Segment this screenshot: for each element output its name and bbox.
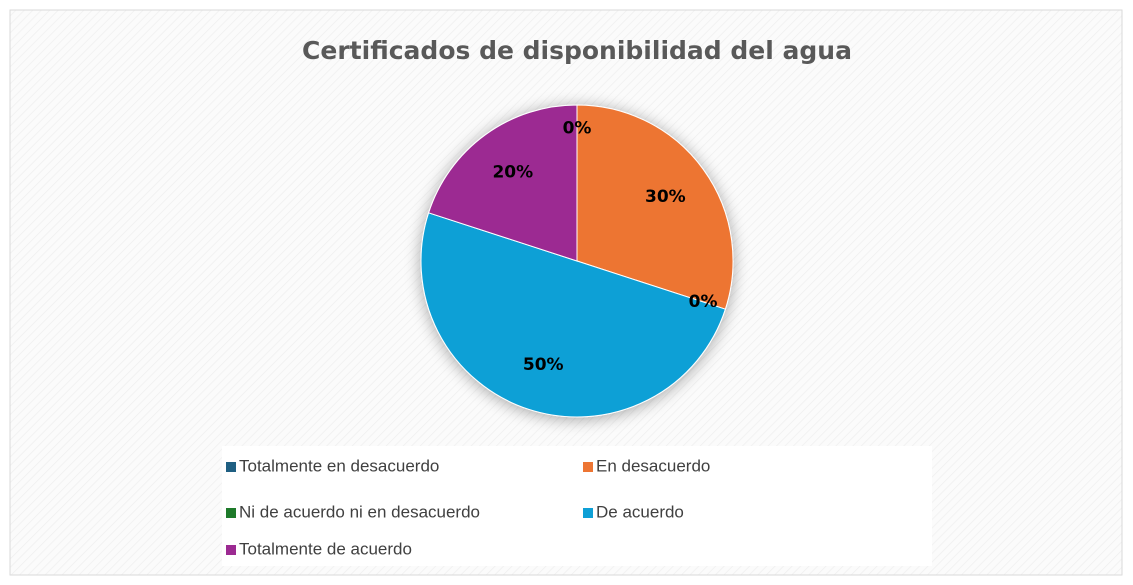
data-label: 0% <box>689 292 718 312</box>
data-labels: 0% 30% 0% 50% 20% <box>492 118 717 374</box>
data-label: 0% <box>563 118 592 138</box>
pie-slice <box>428 104 578 262</box>
legend-label: En desacuerdo <box>596 456 710 475</box>
legend-label: Ni de acuerdo ni en desacuerdo <box>239 502 480 521</box>
legend-label: Totalmente en desacuerdo <box>239 456 439 475</box>
legend-label: Totalmente de acuerdo <box>239 539 412 558</box>
legend-swatch <box>226 462 236 472</box>
data-label: 50% <box>523 355 564 375</box>
pie-slice <box>420 212 726 418</box>
data-label: 20% <box>492 163 533 183</box>
legend-swatch <box>583 508 593 518</box>
legend-box <box>222 446 932 566</box>
legend-swatch <box>226 508 236 518</box>
data-label: 30% <box>645 187 686 207</box>
pie-slice <box>576 104 734 310</box>
pie <box>420 104 734 418</box>
legend: Totalmente en desacuerdo En desacuerdo Ni … <box>226 456 710 558</box>
legend-swatch <box>583 462 593 472</box>
legend-label: De acuerdo <box>596 502 684 521</box>
chart-title: Certificados de disponibilidad del agua <box>302 36 852 65</box>
legend-swatch <box>226 545 236 555</box>
